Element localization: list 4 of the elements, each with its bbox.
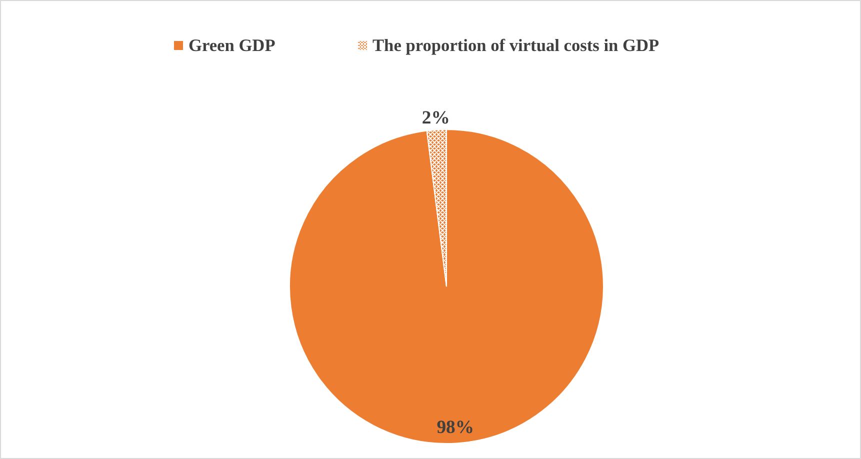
legend-label: The proportion of virtual costs in GDP (372, 36, 660, 55)
data-label: 2% (422, 107, 450, 128)
data-label: 98% (436, 417, 474, 438)
legend-label: Green GDP (188, 36, 276, 55)
